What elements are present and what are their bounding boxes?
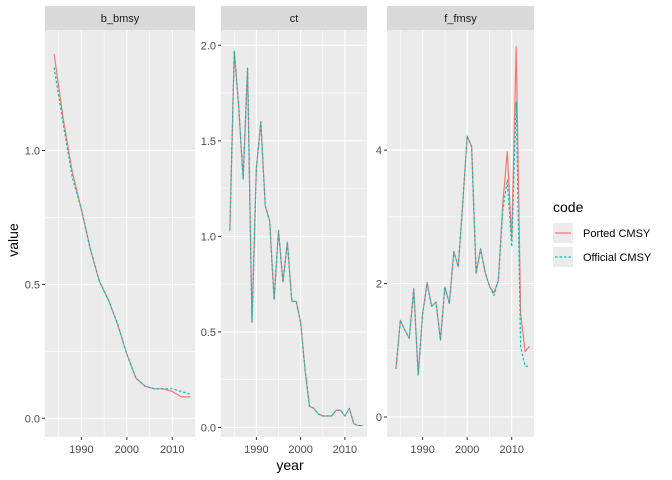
y-tick-label: 1.5 xyxy=(201,136,216,148)
panel-f-fmsy: f_fmsy 0 2 4 1990 2000 2010 xyxy=(376,6,534,456)
x-tick-label: 2010 xyxy=(499,444,523,456)
x-tick-label: 1990 xyxy=(410,444,434,456)
x-tick-label: 2010 xyxy=(160,444,184,456)
y-tick-label: 2.0 xyxy=(201,40,216,52)
x-tick-label: 2000 xyxy=(115,444,139,456)
y-tick-label: 1.0 xyxy=(25,145,40,157)
x-axis-title: year xyxy=(276,457,304,473)
facet-strip-f-fmsy xyxy=(387,6,534,30)
x-tick-label: 2000 xyxy=(455,444,479,456)
panel-b-bmsy: b_bmsy 0.0 0.5 1.0 1990 2000 2010 xyxy=(25,6,195,456)
y-tick-label: 0.5 xyxy=(201,327,216,339)
series-line-official-cmsy xyxy=(53,67,191,395)
legend-label-official-cmsy: Official CMSY xyxy=(583,252,652,264)
x-tick-label: 1990 xyxy=(69,444,93,456)
panel-ct: ct 0.0 0.5 1.0 1.5 2.0 1990 2000 2010 xyxy=(201,6,367,456)
facet-strip-label: f_fmsy xyxy=(444,13,477,25)
legend-key-background-official xyxy=(553,247,573,267)
y-tick-label: 0.5 xyxy=(25,279,40,291)
y-tick-label: 0.0 xyxy=(25,413,40,425)
facet-strip-b-bmsy xyxy=(45,6,195,30)
legend-title: code xyxy=(553,199,584,215)
x-tick-label: 2000 xyxy=(288,444,312,456)
legend-label-ported-cmsy: Ported CMSY xyxy=(583,228,651,240)
x-tick-label: 1990 xyxy=(244,444,268,456)
panels-layer: b_bmsy 0.0 0.5 1.0 1990 2000 2010 ct 0.0 0.5 1.0 1.… xyxy=(25,6,534,456)
facet-strip-label: ct xyxy=(290,13,299,25)
y-axis-title: value xyxy=(5,223,21,257)
y-tick-label: 1.0 xyxy=(201,231,216,243)
series-line-official-cmsy xyxy=(395,101,530,376)
series-line-ported-cmsy xyxy=(229,50,363,427)
legend: code Ported CMSY Official CMSY xyxy=(553,199,652,267)
y-tick-label: 4 xyxy=(376,145,382,157)
x-tick-label: 2010 xyxy=(333,444,357,456)
y-tick-label: 0 xyxy=(376,412,382,424)
panel-background xyxy=(45,30,195,437)
panel-background xyxy=(221,30,367,437)
y-tick-label: 0.0 xyxy=(201,422,216,434)
facet-strip-ct xyxy=(221,6,367,30)
y-tick-label: 2 xyxy=(376,279,382,291)
facet-strip-label: b_bmsy xyxy=(101,13,140,25)
